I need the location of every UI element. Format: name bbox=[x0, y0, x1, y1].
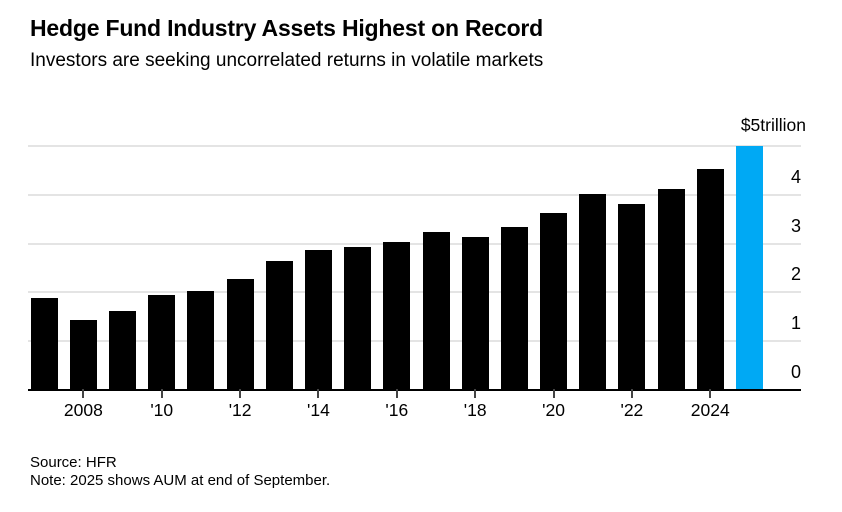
bar-2012 bbox=[226, 279, 254, 389]
bar-2017 bbox=[422, 232, 450, 389]
x-tick-label-2014: '14 bbox=[307, 400, 330, 420]
y-tick-label-1: 1 bbox=[790, 313, 801, 334]
x-tick-label-2018: '18 bbox=[463, 400, 487, 420]
y-tick-label-0: 0 bbox=[790, 362, 801, 382]
x-tick-2010 bbox=[160, 389, 163, 398]
x-tick-2012 bbox=[239, 389, 242, 398]
x-tick-label-2022: '22 bbox=[620, 400, 644, 420]
bar-2025 bbox=[735, 145, 763, 389]
x-tick-label-2012: '12 bbox=[228, 400, 252, 420]
bar-2016 bbox=[383, 241, 411, 389]
bar-2009 bbox=[109, 310, 137, 389]
bar-2023 bbox=[657, 188, 685, 389]
x-tick-2020 bbox=[552, 389, 555, 398]
y-tick-label-2: 2 bbox=[790, 264, 801, 285]
gridline-3 bbox=[28, 242, 801, 245]
x-tick-2022 bbox=[630, 389, 633, 398]
gridline-4 bbox=[28, 193, 801, 196]
bar-2020 bbox=[540, 213, 568, 389]
x-tick-2018 bbox=[474, 389, 477, 398]
x-tick-label-2024: 2024 bbox=[690, 400, 730, 420]
footnote: Note: 2025 shows AUM at end of September… bbox=[30, 472, 331, 489]
x-tick-2014 bbox=[317, 389, 320, 398]
chart-title: Hedge Fund Industry Assets Highest on Re… bbox=[30, 15, 544, 41]
bar-2019 bbox=[500, 227, 528, 389]
y-axis-unit-label: $5trillion bbox=[740, 115, 806, 135]
chart-subtitle: Investors are seeking uncorrelated retur… bbox=[30, 50, 544, 71]
x-tick-label-2008: 2008 bbox=[63, 400, 103, 420]
y-tick-label-4: 4 bbox=[790, 166, 801, 187]
source-note: Source: HFR bbox=[30, 454, 117, 471]
bar-2013 bbox=[265, 260, 293, 389]
bar-2018 bbox=[461, 237, 489, 389]
gridline-5 bbox=[28, 145, 801, 147]
bar-2010 bbox=[148, 295, 176, 389]
gridline-2 bbox=[28, 291, 801, 294]
x-tick-label-2010: '10 bbox=[150, 400, 174, 420]
x-tick-label-2020: '20 bbox=[542, 400, 565, 420]
x-tick-2016 bbox=[395, 389, 398, 398]
bar-2021 bbox=[579, 193, 607, 389]
plot-area: 0 1 2 3 4 2008 '10 '12 '14 '16 '18 '20 '22 2024 bbox=[28, 145, 801, 420]
bar-2024 bbox=[696, 168, 724, 389]
y-tick-label-3: 3 bbox=[790, 215, 801, 236]
x-tick-2008 bbox=[82, 389, 85, 398]
bar-2014 bbox=[304, 249, 332, 389]
bar-2011 bbox=[187, 290, 215, 389]
x-tick-label-2016: '16 bbox=[385, 400, 409, 420]
bar-2022 bbox=[618, 203, 646, 389]
bar-2008 bbox=[69, 320, 97, 389]
bar-2007 bbox=[30, 297, 58, 389]
bar-2015 bbox=[344, 247, 372, 389]
x-tick-2024 bbox=[709, 389, 712, 398]
gridline-1 bbox=[28, 340, 801, 343]
